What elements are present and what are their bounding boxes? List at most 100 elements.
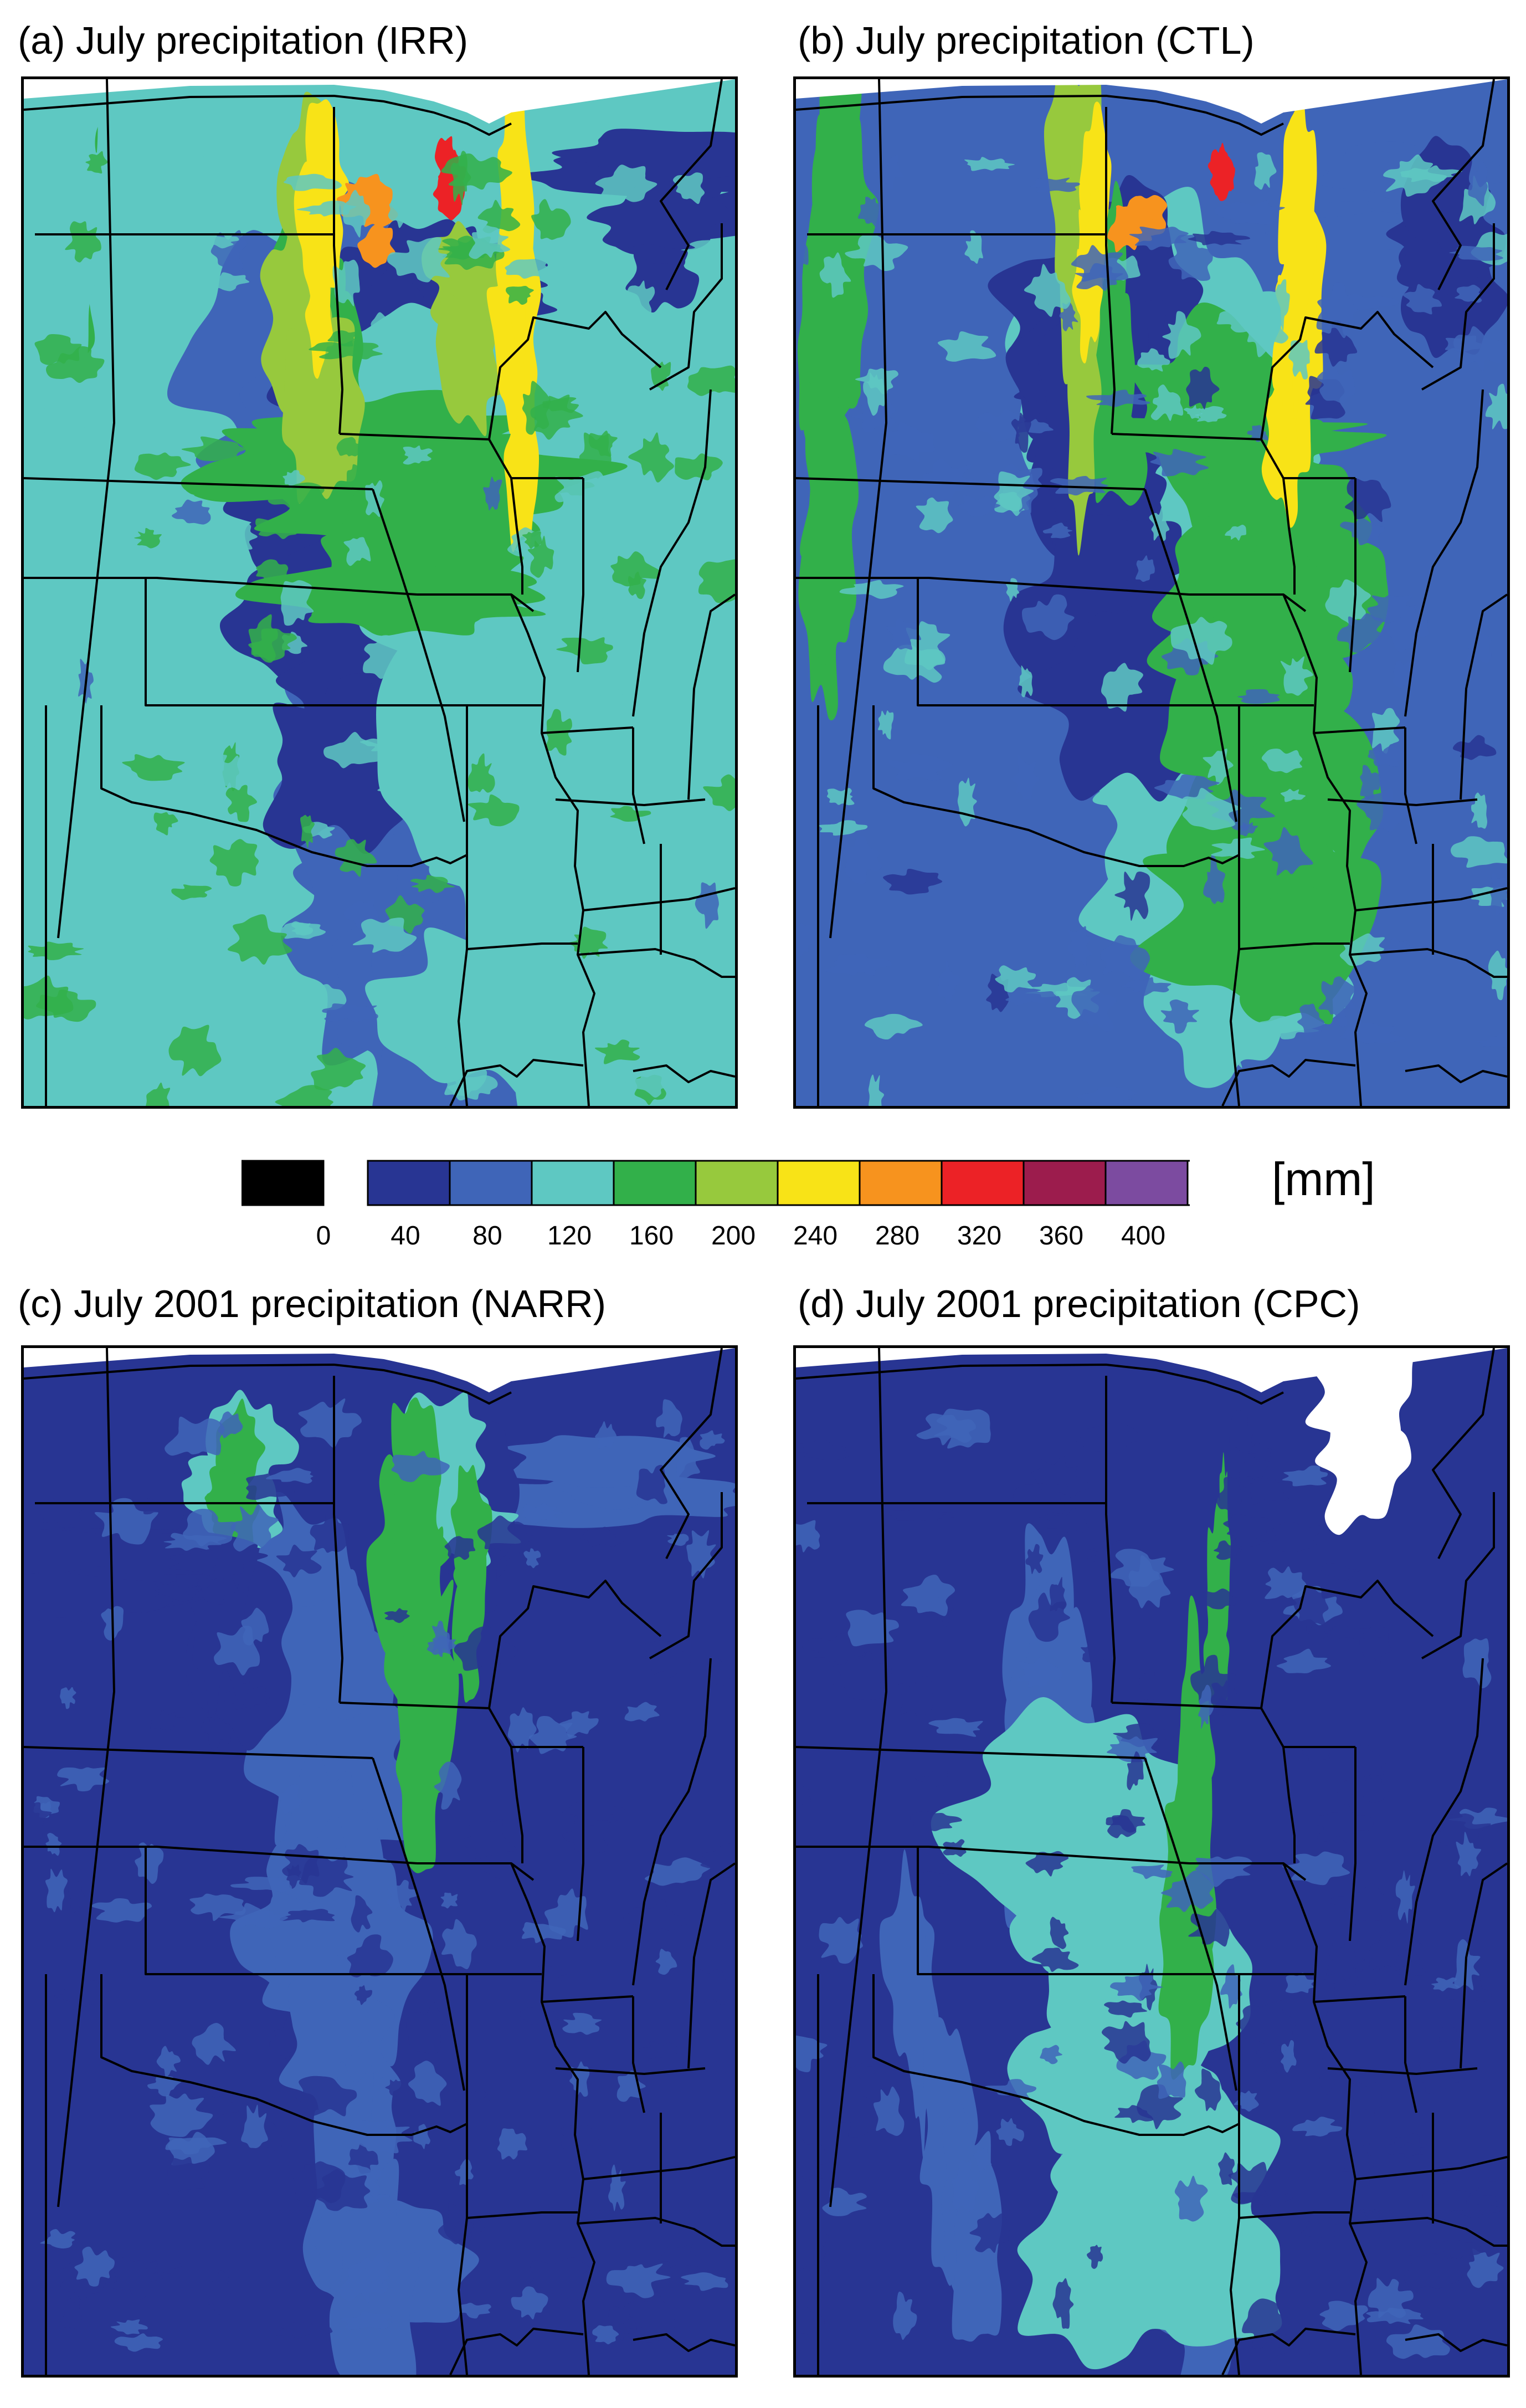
precip-speckle xyxy=(1317,367,1355,404)
precip-contour-patch xyxy=(1147,2202,1282,2346)
state-border xyxy=(1355,887,1507,911)
precip-speckle xyxy=(343,189,371,238)
precip-speckle xyxy=(97,916,123,967)
precip-speckle xyxy=(406,2001,455,2055)
precip-speckle xyxy=(1266,2347,1318,2375)
state-border xyxy=(24,1746,373,1759)
precip-speckle xyxy=(351,1895,373,1933)
precip-speckle xyxy=(1170,617,1232,665)
precip-speckle xyxy=(310,1507,350,1553)
precip-contour-patch xyxy=(1278,83,1317,347)
precip-speckle xyxy=(300,814,315,849)
precip-speckle xyxy=(1285,1972,1316,1994)
precip-speckle xyxy=(410,875,455,893)
precip-speckle xyxy=(467,794,520,827)
precip-speckle xyxy=(511,2286,548,2320)
state-border xyxy=(1239,942,1350,950)
precip-speckle xyxy=(225,785,257,822)
precip-speckle xyxy=(1274,279,1290,331)
precip-speckle xyxy=(266,482,325,508)
precip-speckle xyxy=(849,2062,879,2079)
precip-speckle xyxy=(101,187,122,229)
state-border xyxy=(1404,389,1484,717)
precip-speckle xyxy=(256,559,289,583)
state-border xyxy=(829,79,887,939)
precip-speckle xyxy=(247,452,272,484)
outside-domain-area xyxy=(24,1348,735,1392)
precip-speckle xyxy=(165,2137,227,2155)
precip-speckle xyxy=(1203,749,1234,785)
precip-speckle xyxy=(1347,2082,1383,2117)
precip-speckle xyxy=(201,1713,234,1751)
precip-speckle xyxy=(68,1879,85,1913)
precip-speckle xyxy=(1188,230,1251,245)
precip-speckle xyxy=(1107,1735,1158,1763)
precip-speckle xyxy=(937,331,996,362)
precip-speckle xyxy=(681,2272,728,2291)
precip-speckle xyxy=(1355,1742,1388,1779)
precip-speckle xyxy=(910,1811,962,1831)
precip-speckle xyxy=(698,559,735,603)
state-border xyxy=(333,107,343,434)
precip-speckle xyxy=(964,157,1015,171)
state-border xyxy=(541,1995,634,2003)
precip-speckle xyxy=(934,1408,991,1449)
precip-speckle xyxy=(384,1608,410,1623)
colorbar-segment xyxy=(367,1160,451,1206)
precip-speckle xyxy=(878,710,894,740)
precip-contour-patch xyxy=(235,553,546,636)
state-border xyxy=(796,1746,1145,1759)
precip-speckle xyxy=(651,417,710,452)
state-border xyxy=(1260,439,1296,595)
precip-contour-patch xyxy=(811,79,864,296)
state-border xyxy=(796,1846,1190,1864)
precip-speckle xyxy=(507,1707,537,1753)
precip-speckle xyxy=(147,2075,182,2097)
precip-speckle xyxy=(1448,1807,1507,1829)
state-border xyxy=(1460,1862,1507,2069)
precip-speckle xyxy=(645,1857,711,1886)
precip-speckle xyxy=(455,2159,474,2185)
state-border xyxy=(1111,311,1434,440)
precip-speckle xyxy=(1174,2175,1208,2222)
state-border xyxy=(917,1847,1239,1975)
precip-speckle xyxy=(1135,555,1155,582)
precip-speckle xyxy=(523,1548,541,1569)
precip-speckle xyxy=(969,2213,1011,2253)
precip-speckle xyxy=(1454,1939,1481,1990)
precip-speckle xyxy=(973,2146,992,2174)
precip-contour-patch xyxy=(1067,226,1102,556)
colorbar-segment xyxy=(613,1160,697,1206)
precip-speckle xyxy=(1150,384,1184,421)
precip-speckle xyxy=(920,459,977,503)
precip-speckle xyxy=(1237,689,1280,704)
precip-speckle xyxy=(265,2122,284,2151)
precip-speckle xyxy=(1468,160,1488,207)
precip-speckle xyxy=(1325,579,1371,626)
precip-speckle xyxy=(1357,788,1413,832)
precip-speckle xyxy=(434,1761,462,1810)
precip-speckle xyxy=(964,230,983,264)
colorbar-segment xyxy=(531,1160,615,1206)
precip-speckle xyxy=(985,2079,1037,2099)
map-panel-cpc xyxy=(793,1345,1510,2378)
precip-speckle xyxy=(1168,234,1213,281)
precip-speckle xyxy=(667,1534,689,1546)
precip-speckle xyxy=(1288,340,1310,380)
precip-speckle xyxy=(625,280,655,317)
precip-speckle xyxy=(1203,854,1225,904)
precip-speckle xyxy=(1432,1813,1491,1846)
precip-speckle xyxy=(863,372,887,416)
precip-speckle xyxy=(1280,788,1306,802)
precip-speckle xyxy=(1013,1483,1068,1518)
precip-speckle xyxy=(579,1526,624,1548)
colorbar xyxy=(242,1160,1190,1206)
precip-speckle xyxy=(65,221,101,263)
state-border xyxy=(1349,1747,1357,1941)
map-panel-ctl xyxy=(793,76,1510,1109)
state-border xyxy=(1144,1758,1237,2091)
precip-speckle xyxy=(1438,2027,1457,2042)
precip-speckle xyxy=(851,401,896,433)
precip-speckle xyxy=(444,1536,476,1560)
state-border xyxy=(1421,223,1495,391)
